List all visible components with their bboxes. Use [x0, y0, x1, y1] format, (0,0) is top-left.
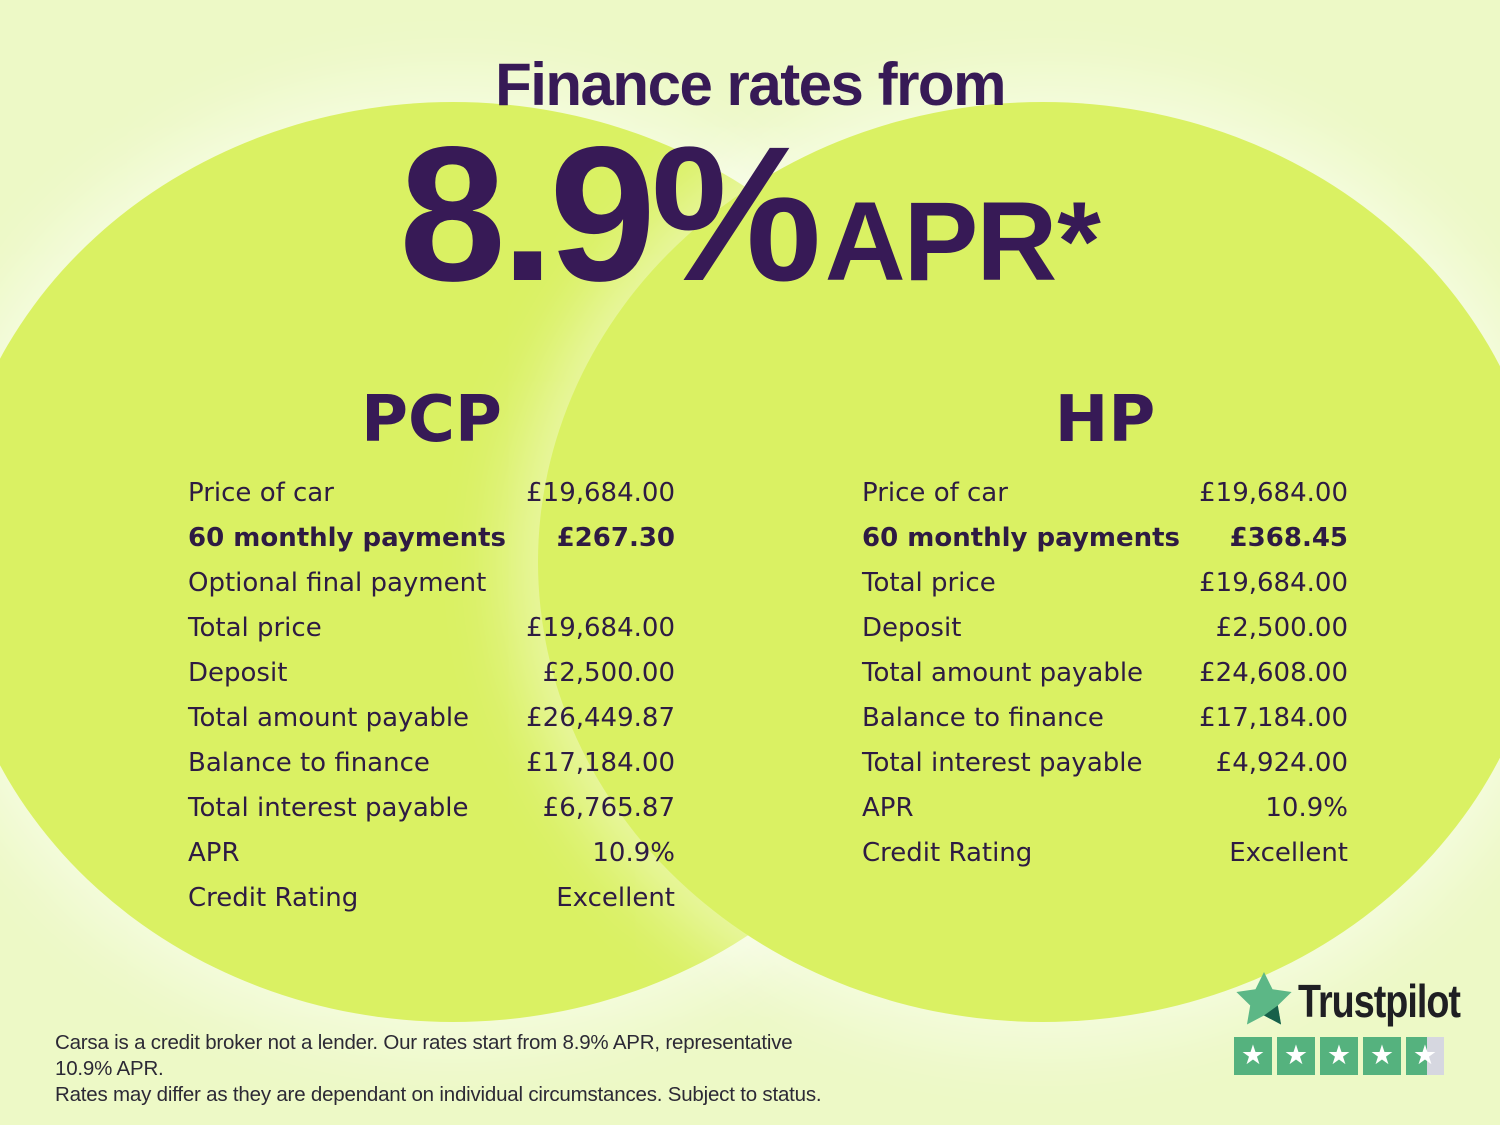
finance-row-value: £19,684.00	[526, 612, 675, 643]
finance-row-label: 60 monthly payments	[862, 522, 1180, 553]
finance-row: Credit Rating Excellent	[862, 830, 1348, 875]
trustpilot-logo: Trustpilot	[1234, 972, 1461, 1030]
finance-row: Total amount payable £24,608.00	[862, 650, 1348, 695]
finance-row: Balance to finance £17,184.00	[188, 740, 675, 785]
rating-star-icon: ★	[1277, 1037, 1315, 1075]
finance-row-value: £19,684.00	[1199, 567, 1348, 598]
finance-row-value: 10.9%	[592, 837, 675, 868]
finance-row-value: £17,184.00	[526, 747, 675, 778]
finance-row-label: APR	[188, 837, 240, 868]
trustpilot-stars: ★ ★ ★ ★ ★	[1234, 1037, 1446, 1075]
finance-row: Price of car £19,684.00	[188, 470, 675, 515]
finance-row-label: Total price	[188, 612, 322, 643]
finance-row: Total interest payable £6,765.87	[188, 785, 675, 830]
finance-row: APR 10.9%	[188, 830, 675, 875]
finance-row-value: £19,684.00	[526, 477, 675, 508]
finance-row: 60 monthly payments £368.45	[862, 515, 1348, 560]
finance-row-label: Total interest payable	[862, 747, 1143, 778]
rating-star-icon: ★	[1320, 1037, 1358, 1075]
finance-row: Optional final payment	[188, 560, 675, 605]
rate-value: 8.9%	[399, 106, 822, 321]
finance-row: APR 10.9%	[862, 785, 1348, 830]
finance-row: Total interest payable £4,924.00	[862, 740, 1348, 785]
finance-row: Total price £19,684.00	[188, 605, 675, 650]
star-glyph: ★	[1326, 1039, 1352, 1071]
finance-row-value: £267.30	[556, 522, 675, 553]
finance-row-label: Total price	[862, 567, 996, 598]
rating-star-icon: ★	[1234, 1037, 1272, 1075]
finance-row: Total amount payable £26,449.87	[188, 695, 675, 740]
finance-row-value: £2,500.00	[542, 657, 675, 688]
finance-row-label: 60 monthly payments	[188, 522, 506, 553]
finance-row: Price of car £19,684.00	[862, 470, 1348, 515]
star-glyph: ★	[1369, 1039, 1395, 1071]
finance-row-label: APR	[862, 792, 914, 823]
rating-star-icon: ★	[1406, 1037, 1444, 1075]
star-glyph: ★	[1412, 1039, 1438, 1071]
finance-row-label: Total interest payable	[188, 792, 469, 823]
finance-row-value: £24,608.00	[1199, 657, 1348, 688]
disclaimer: Carsa is a credit broker not a lender. O…	[55, 1030, 835, 1108]
disclaimer-line-2: Rates may differ as they are dependant o…	[55, 1083, 822, 1106]
trustpilot-block: Trustpilot ★ ★ ★ ★ ★	[1234, 972, 1461, 1075]
finance-row-label: Balance to finance	[188, 747, 430, 778]
pcp-heading: PCP	[361, 383, 502, 457]
finance-row-value: £4,924.00	[1215, 747, 1348, 778]
finance-row-value: Excellent	[1229, 837, 1348, 868]
finance-row: Balance to finance £17,184.00	[862, 695, 1348, 740]
finance-row: 60 monthly payments £267.30	[188, 515, 675, 560]
disclaimer-line-1: Carsa is a credit broker not a lender. O…	[55, 1031, 793, 1080]
finance-row-value: £2,500.00	[1215, 612, 1348, 643]
finance-row-label: Deposit	[188, 657, 288, 688]
finance-row: Credit Rating Excellent	[188, 875, 675, 920]
hp-table: Price of car £19,684.00 60 monthly payment…	[862, 470, 1348, 875]
finance-row-label: Credit Rating	[862, 837, 1033, 868]
finance-row-label: Total amount payable	[862, 657, 1144, 688]
rating-star-icon: ★	[1363, 1037, 1401, 1075]
pcp-table: Price of car £19,684.00 60 monthly payment…	[188, 470, 675, 920]
finance-row-label: Total amount payable	[188, 702, 470, 733]
finance-row: Deposit £2,500.00	[188, 650, 675, 695]
finance-row-value: 10.9%	[1265, 792, 1348, 823]
trustpilot-wordmark: Trustpilot	[1298, 975, 1461, 1027]
background-circle-right	[538, 102, 1500, 1022]
finance-row-value: £26,449.87	[526, 702, 675, 733]
headline-rate: 8.9% APR *	[0, 118, 1500, 310]
finance-row-value: Excellent	[556, 882, 675, 913]
page-title: Finance rates from	[495, 51, 1006, 118]
star-glyph: ★	[1240, 1039, 1266, 1071]
star-glyph: ★	[1283, 1039, 1309, 1071]
rate-asterisk: *	[1057, 179, 1101, 304]
finance-row-value: £17,184.00	[1199, 702, 1348, 733]
finance-row-label: Optional final payment	[188, 567, 487, 598]
finance-row: Total price £19,684.00	[862, 560, 1348, 605]
rate-unit: APR	[824, 179, 1057, 304]
finance-row-label: Credit Rating	[188, 882, 359, 913]
finance-row-value: £19,684.00	[1199, 477, 1348, 508]
trustpilot-star-icon	[1236, 972, 1292, 1025]
finance-row-label: Deposit	[862, 612, 962, 643]
finance-row-label: Balance to finance	[862, 702, 1104, 733]
finance-row: Deposit £2,500.00	[862, 605, 1348, 650]
finance-row-label: Price of car	[188, 477, 334, 508]
hp-heading: HP	[1054, 383, 1156, 457]
finance-row-label: Price of car	[862, 477, 1008, 508]
finance-row-value: £368.45	[1229, 522, 1348, 553]
finance-row-value: £6,765.87	[542, 792, 675, 823]
